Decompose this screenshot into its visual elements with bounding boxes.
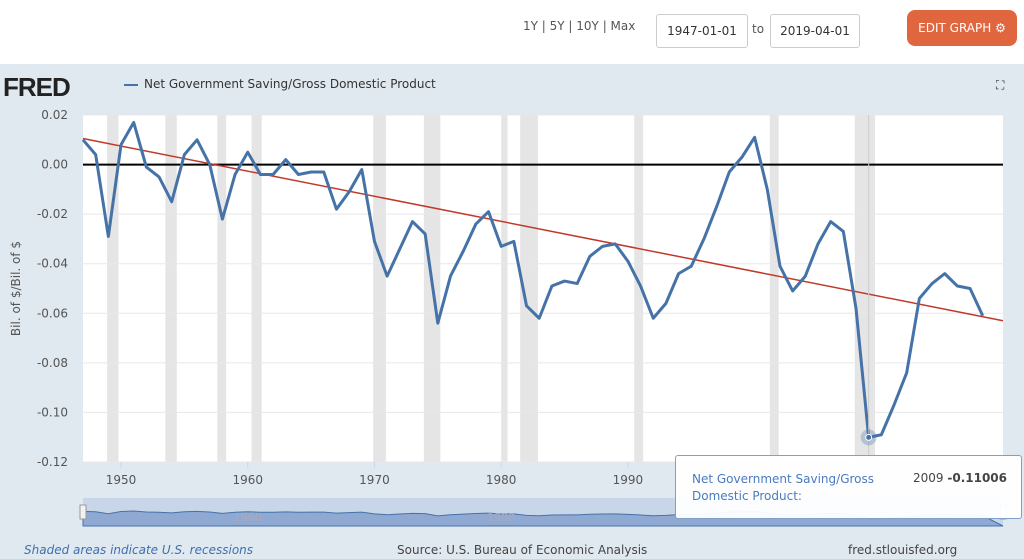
navigator-label: 1980 <box>487 511 515 524</box>
toolbar: 1Y | 5Y | 10Y | Max 1947-01-01 to 2019-0… <box>0 0 1024 64</box>
y-tick-label: -0.08 <box>37 356 68 370</box>
fullscreen-icon[interactable]: ⛶ <box>996 78 1005 92</box>
x-tick-label: 1960 <box>232 473 263 487</box>
x-tick-label: 1970 <box>359 473 390 487</box>
navigator-label: 1960 <box>234 511 262 524</box>
y-tick-label: -0.04 <box>37 257 68 271</box>
hover-point <box>865 433 873 441</box>
to-label: to <box>752 22 765 36</box>
trend-line <box>82 137 1004 322</box>
recession-band <box>107 115 119 462</box>
tooltip: Net Government Saving/Gross Domestic Pro… <box>675 455 1022 519</box>
recession-band <box>634 115 644 462</box>
legend-swatch <box>124 83 138 86</box>
legend-label: Net Government Saving/Gross Domestic Pro… <box>144 77 436 91</box>
y-tick-label: -0.12 <box>37 455 68 469</box>
navigator-handle-left[interactable] <box>79 504 87 520</box>
recession-band <box>520 115 538 462</box>
x-tick-label: 1980 <box>486 473 517 487</box>
recession-note[interactable]: Shaded areas indicate U.S. recessions <box>24 543 254 557</box>
start-date-input[interactable]: 1947-01-01 <box>656 14 748 48</box>
y-tick-label: -0.02 <box>37 207 68 221</box>
series-line <box>81 120 985 439</box>
fred-logo[interactable]: FRED <box>3 72 71 102</box>
recession-band <box>217 115 227 462</box>
x-tick-label: 1950 <box>106 473 137 487</box>
recession-band <box>769 115 779 462</box>
recession-band <box>501 115 508 462</box>
source: Source: U.S. Bureau of Economic Analysis <box>397 543 648 557</box>
y-tick-label: 0.02 <box>41 108 68 122</box>
y-tick-label: -0.10 <box>37 405 68 419</box>
recession-band <box>165 115 177 462</box>
legend-item[interactable]: Net Government Saving/Gross Domestic Pro… <box>124 77 436 91</box>
tooltip-series: Net Government Saving/Gross Domestic Pro… <box>692 472 875 503</box>
end-date-input[interactable]: 2019-04-01 <box>770 14 860 48</box>
recession-band <box>251 115 262 462</box>
y-tick-label: 0.00 <box>41 158 68 172</box>
recession-band <box>854 115 876 462</box>
range-links[interactable]: 1Y | 5Y | 10Y | Max <box>523 19 636 33</box>
tooltip-value: 2009 -0.11006 <box>912 471 1007 485</box>
x-tick-label: 1990 <box>613 473 644 487</box>
site-link[interactable]: fred.stlouisfed.org <box>848 543 958 557</box>
edit-graph-button[interactable]: EDIT GRAPH ⚙ <box>907 10 1017 46</box>
recession-band <box>373 115 386 462</box>
y-tick-label: -0.06 <box>37 306 68 320</box>
y-axis-label: Bil. of $/Bil. of $ <box>9 241 23 336</box>
